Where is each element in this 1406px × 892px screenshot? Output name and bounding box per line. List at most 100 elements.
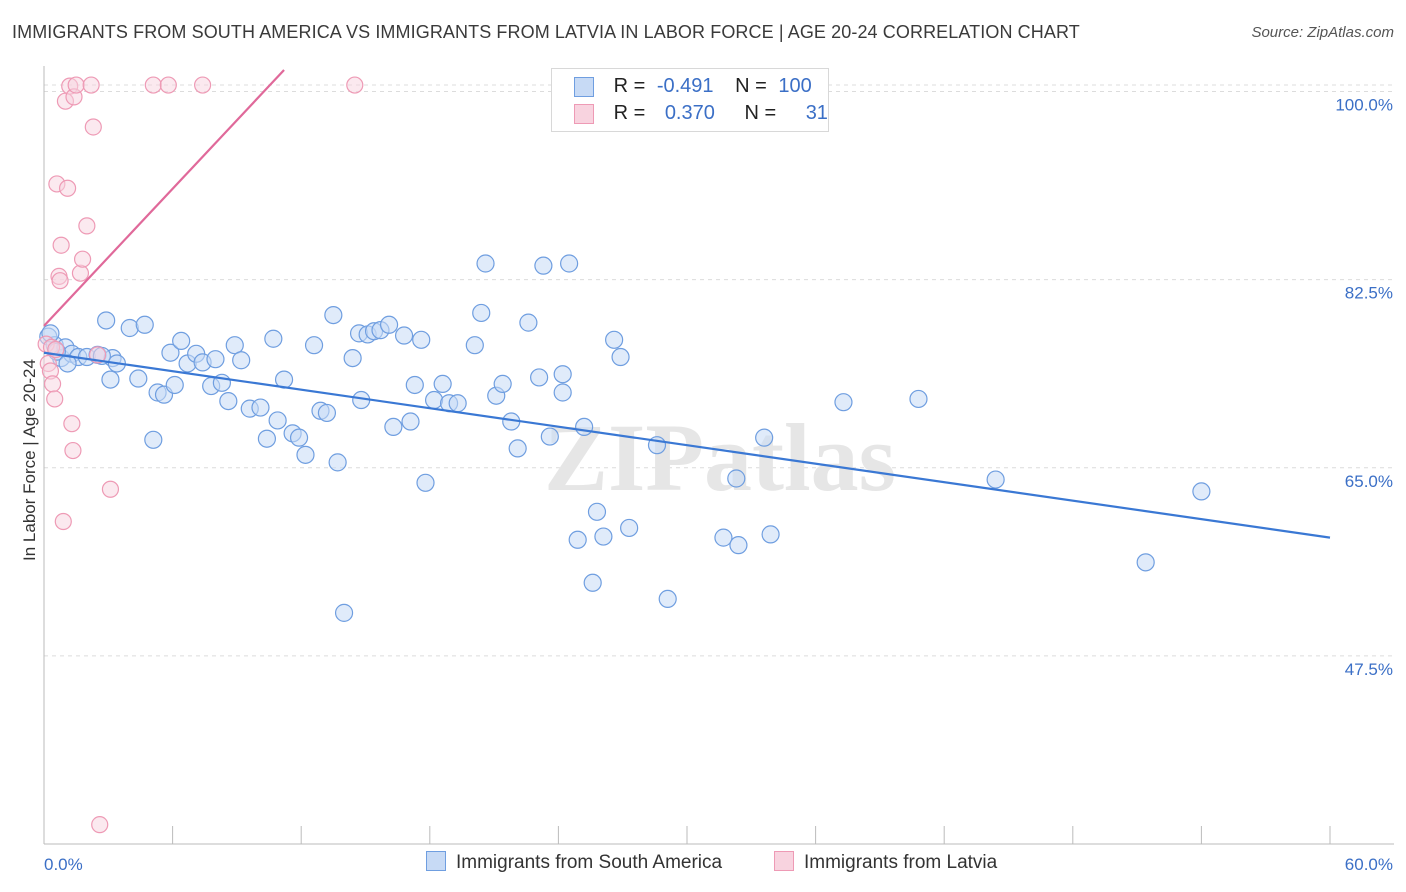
data-point-south-america [834,393,853,412]
legend-n-label: N = [735,75,767,97]
legend-n-label: N = [744,102,777,124]
data-point-latvia [64,441,82,460]
series-south-america [39,254,1211,622]
legend-row-latvia: R = 0.370 N = 31 [574,102,828,126]
data-point-south-america [144,430,163,449]
data-point-south-america [465,336,484,355]
data-point-south-america [232,351,251,370]
correlation-legend: R = -0.491 N = 100 R = 0.370 N = 31 [551,68,829,132]
x-tick-label-max: 60.0% [1345,855,1393,874]
data-point-south-america [101,370,120,389]
data-point-latvia [52,236,70,254]
data-point-latvia [46,390,64,408]
data-point-south-america [268,411,287,430]
data-point-south-america [433,374,452,393]
data-point-south-america [605,330,624,349]
data-point-south-america [379,315,399,334]
data-point-latvia [346,76,364,94]
data-point-latvia [194,76,212,94]
data-point-south-america [587,502,607,521]
data-point-south-america [135,315,154,334]
trend-line-latvia [43,69,285,327]
trend-lines [43,69,1331,539]
data-point-south-america [560,254,579,273]
data-point-latvia [101,480,120,498]
data-point-south-america [304,336,324,355]
axes [43,66,1394,845]
legend-row-south-america: R = -0.491 N = 100 [574,75,812,99]
data-point-south-america [909,389,928,409]
data-point-south-america [568,530,587,549]
data-point-latvia [71,264,90,282]
data-point-south-america [324,306,343,325]
data-point-south-america [519,313,538,332]
legend-r-label: R = [613,102,646,124]
data-point-south-america [534,256,553,275]
data-point-south-america [1136,553,1155,572]
data-point-south-america [658,589,677,609]
data-point-south-america [424,390,444,410]
tick-labels: 100.0% 82.5% 65.0% 47.5% 0.0% 60.0% [44,96,1393,875]
data-point-south-america [508,439,527,458]
data-point-latvia [51,272,69,290]
data-point-south-america [225,336,244,355]
data-point-latvia [78,217,96,235]
data-point-south-america [334,603,354,622]
data-point-south-america [476,254,495,273]
y-tick-label: 47.5% [1345,660,1393,679]
data-point-south-america [172,331,191,350]
series-latvia [37,76,364,834]
data-point-south-america [620,518,639,538]
y-tick-label: 82.5% [1345,284,1393,303]
data-point-south-america [530,368,549,387]
data-point-south-america [129,369,148,388]
data-point-south-america [296,445,315,464]
data-point-south-america [761,525,780,544]
data-point-latvia [84,118,102,136]
data-point-south-america [120,318,139,338]
data-point-latvia [43,375,62,393]
x-tick-label-min: 0.0% [44,855,83,874]
data-point-south-america [58,354,77,373]
data-point-south-america [416,473,435,492]
data-point-latvia [144,76,162,94]
data-point-south-america [401,412,420,431]
data-point-south-america [553,383,572,402]
data-point-south-america [986,470,1005,489]
data-point-latvia [82,76,100,94]
legend-r-value: -0.491 [656,75,714,97]
watermark: ZIPatlas [544,404,896,511]
data-point-south-america [328,453,347,472]
data-point-latvia [63,415,81,433]
grid-lines [44,84,1394,657]
data-point-south-america [611,347,630,367]
chart-title: IMMIGRANTS FROM SOUTH AMERICA VS IMMIGRA… [12,22,1080,42]
bottom-legend-label: Immigrants from Latvia [804,852,998,873]
data-point-south-america [97,311,116,330]
bottom-legend-swatch-blue [426,850,446,871]
data-point-latvia [67,76,85,94]
data-point-latvia [54,512,72,531]
bottom-legend-swatch-pink [774,850,794,871]
data-point-south-america [553,365,572,384]
data-point-latvia [73,250,92,268]
data-point-south-america [343,349,362,368]
bottom-legend-south-america: Immigrants from South America [426,850,722,874]
data-point-south-america [251,398,270,417]
data-point-south-america [493,374,512,393]
data-point-south-america [472,303,491,323]
data-point-latvia [58,179,77,197]
data-point-south-america [594,527,613,546]
legend-n-value: 100 [778,75,812,97]
data-point-south-america [755,428,774,447]
source-label: Source: ZipAtlas.com [1251,24,1394,41]
data-point-south-america [257,429,277,448]
y-tick-label: 100.0% [1335,96,1393,115]
y-tick-label: 65.0% [1345,472,1393,491]
data-point-south-america [412,330,431,349]
trend-line-south-america [43,351,1331,539]
legend-n-value: 31 [805,102,828,124]
data-point-south-america [206,350,225,369]
data-point-south-america [405,375,424,395]
